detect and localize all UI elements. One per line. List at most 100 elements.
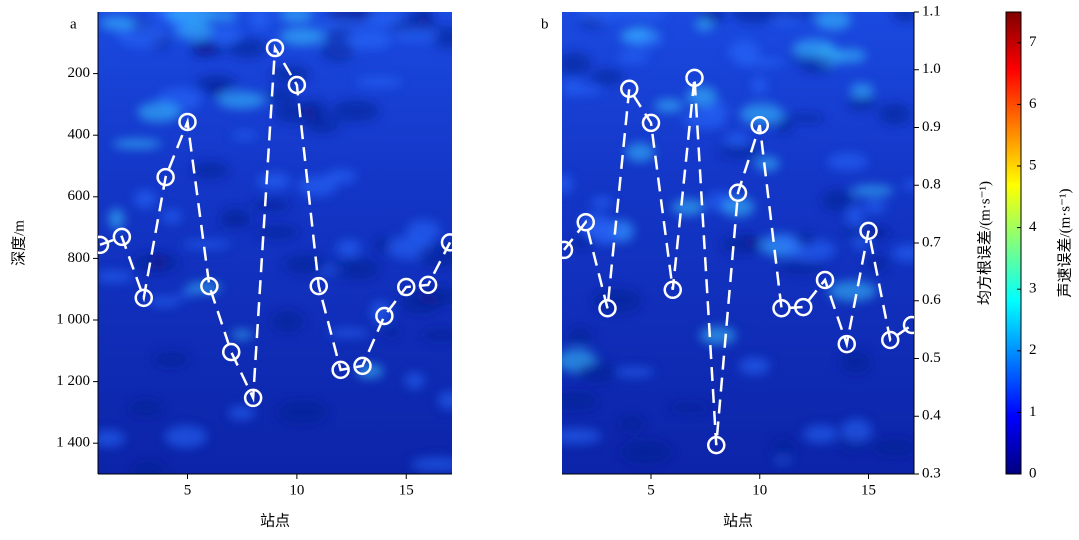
- heatmap-blob: [271, 310, 304, 333]
- heatmap-blob: [161, 209, 183, 224]
- colorbar-tick-label: 1: [1029, 404, 1037, 420]
- heatmap-blob: [840, 350, 871, 374]
- heatmap-blob: [416, 12, 433, 24]
- x-tick-label: 15: [399, 482, 414, 498]
- heatmap-blob: [892, 244, 914, 262]
- heatmap-blob: [792, 39, 836, 59]
- heatmap-blob: [298, 175, 337, 197]
- heatmap-blob: [112, 138, 162, 149]
- series-marker: [641, 113, 661, 133]
- series-marker: [562, 240, 574, 260]
- series-marker: [243, 388, 263, 408]
- heatmap-blob: [362, 12, 406, 27]
- series-marker: [440, 233, 452, 252]
- heatmap-blob: [562, 392, 599, 411]
- heatmap-blob: [803, 425, 838, 444]
- heatmap-blob: [615, 367, 655, 377]
- panel-label: b: [541, 16, 549, 32]
- heatmap-blob: [718, 144, 761, 159]
- series-marker: [728, 183, 748, 203]
- series-marker: [772, 299, 791, 318]
- heatmap-blob: [654, 99, 684, 113]
- heatmap-blob: [873, 439, 914, 456]
- series-line: [99, 43, 452, 403]
- heatmap-blob: [864, 199, 886, 214]
- heatmap-blob: [411, 457, 452, 472]
- y-tick-label: 0.6: [922, 292, 941, 308]
- series-marker: [265, 38, 285, 58]
- heatmap-blob: [169, 21, 188, 31]
- heatmap-blob: [153, 351, 190, 368]
- heatmap-blob: [751, 77, 768, 94]
- heatmap-blob: [100, 16, 134, 31]
- heatmap-blob: [404, 372, 425, 389]
- heatmap-blob: [878, 103, 912, 125]
- heatmap-blob: [835, 48, 867, 63]
- colorbar-tick-label: 3: [1029, 281, 1037, 297]
- heatmap-blob: [217, 91, 266, 109]
- heatmap-blob: [331, 100, 380, 122]
- heatmap-blob: [739, 357, 770, 375]
- heatmap-blob: [770, 12, 817, 19]
- heatmap-blob: [279, 27, 326, 46]
- series-marker: [200, 276, 219, 296]
- heatmap-blob: [417, 243, 452, 268]
- series-marker: [750, 115, 769, 135]
- heatmap-blob: [250, 199, 292, 212]
- series-marker: [112, 227, 132, 247]
- series-marker: [353, 356, 372, 376]
- heatmap-blob: [98, 430, 125, 447]
- heatmap-blob: [257, 172, 291, 190]
- series-marker: [707, 435, 726, 455]
- series-marker: [576, 212, 595, 232]
- series-marker: [598, 299, 617, 318]
- heatmap-blob: [617, 51, 650, 63]
- heatmap-blob: [562, 52, 592, 76]
- series-layer: [562, 68, 914, 455]
- heatmap-blob: [778, 261, 826, 274]
- heatmap-blob: [773, 438, 794, 462]
- y-tick-label: 0.4: [922, 408, 941, 424]
- heatmap-blob: [903, 180, 914, 191]
- y-tick-label: 1 000: [56, 311, 90, 327]
- y-tick-label: 1 200: [56, 373, 90, 389]
- heatmap-blob: [128, 399, 163, 417]
- series-marker: [902, 315, 914, 335]
- x-tick-label: 5: [647, 482, 655, 498]
- heatmap-blob: [279, 12, 314, 23]
- colorbar: [1005, 11, 1022, 475]
- heatmap-blob: [725, 131, 749, 149]
- heatmap-blob: [117, 23, 168, 47]
- series-marker: [397, 277, 416, 297]
- y-tick-label: 800: [68, 250, 91, 266]
- heatmap: [562, 12, 914, 474]
- heatmap-blob: [567, 327, 593, 344]
- heatmap-blob: [846, 96, 878, 111]
- series-marker: [859, 221, 878, 241]
- series-marker: [418, 275, 438, 295]
- heatmap-blob: [699, 326, 737, 345]
- heatmap-blob: [581, 86, 601, 95]
- heatmap-blob: [590, 68, 624, 86]
- heatmap-blob: [721, 235, 761, 255]
- heatmap-blob: [148, 296, 181, 307]
- heatmap-blob: [814, 12, 852, 30]
- colorbar-tick-label: 0: [1029, 465, 1037, 481]
- y-tick-label: 400: [68, 127, 91, 143]
- series-marker: [815, 270, 835, 290]
- heatmap-blob: [841, 225, 885, 239]
- heatmap-blob: [827, 152, 869, 171]
- heatmap-blob: [576, 361, 617, 383]
- heatmap-blob: [406, 219, 441, 242]
- heatmap-blob: [620, 440, 672, 464]
- series-marker: [287, 75, 307, 95]
- series-layer: [98, 38, 452, 408]
- heatmap-blob: [228, 406, 255, 420]
- heatmap-blob: [133, 189, 157, 209]
- heatmap-blob: [794, 232, 816, 247]
- heatmap-blob: [250, 12, 270, 29]
- heatmap-blob: [349, 29, 391, 50]
- heatmap-blob: [305, 117, 340, 134]
- series-marker: [663, 280, 682, 300]
